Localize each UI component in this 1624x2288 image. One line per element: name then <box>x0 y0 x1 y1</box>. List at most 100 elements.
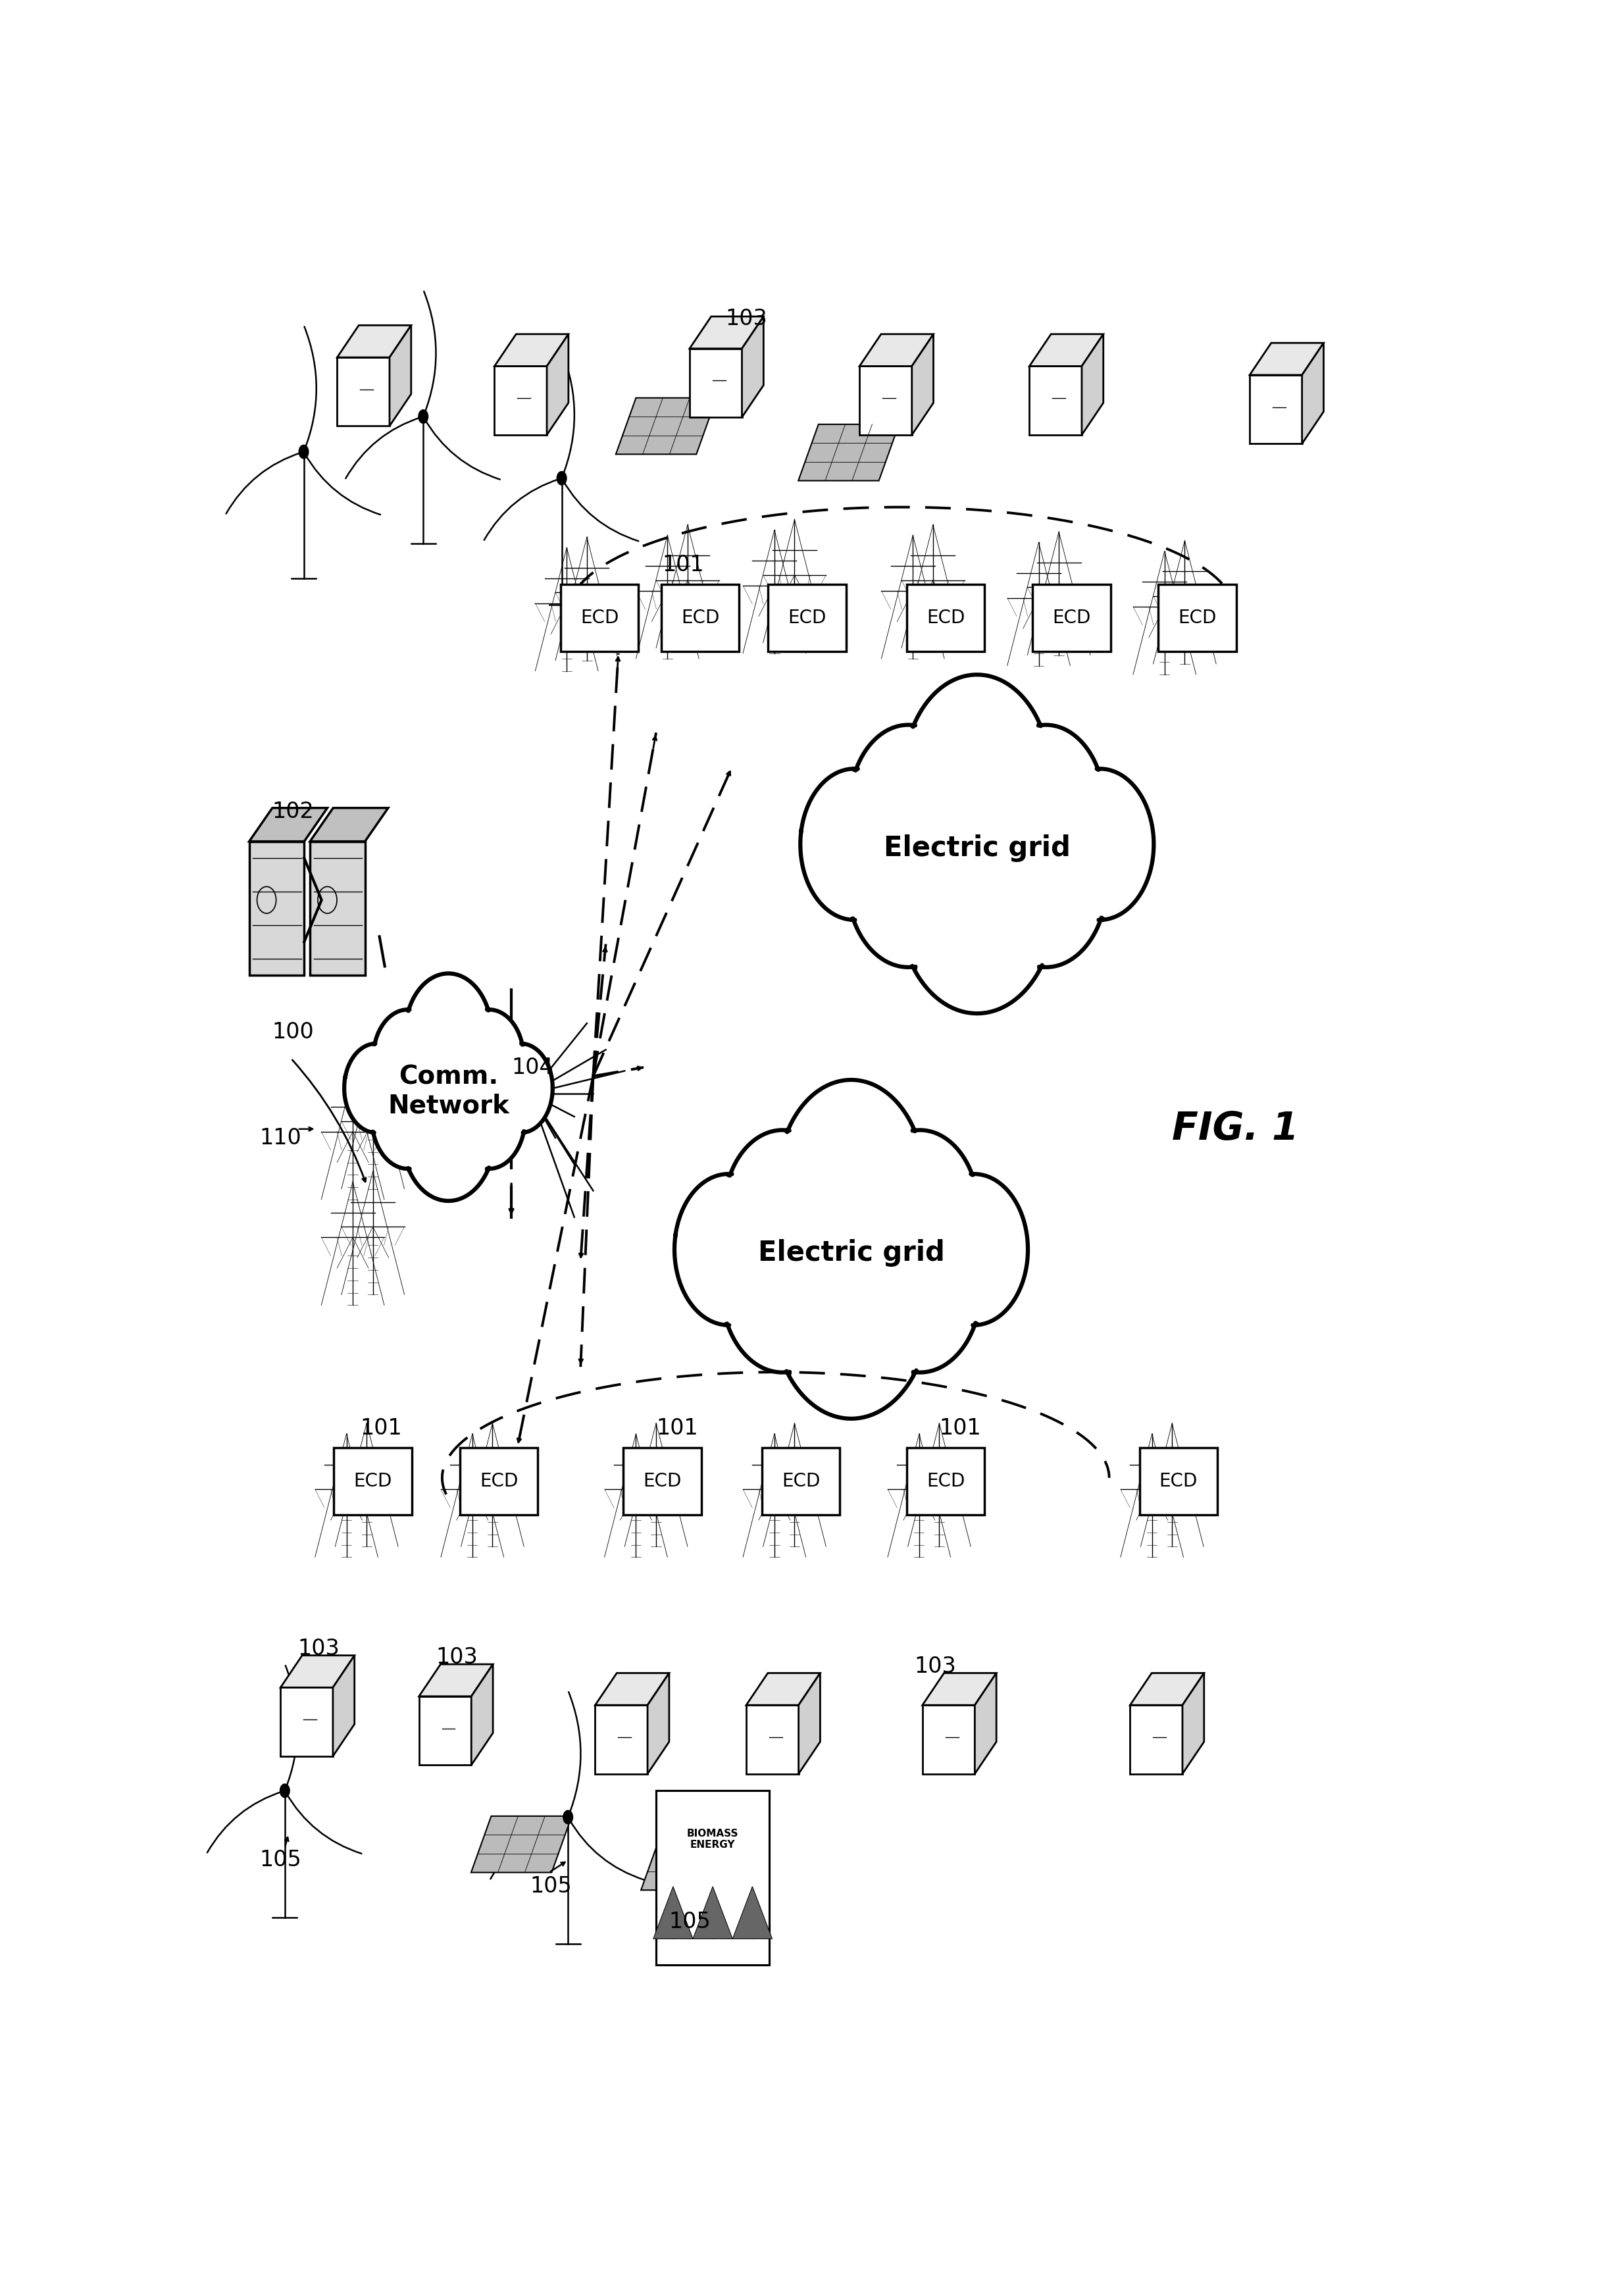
Polygon shape <box>310 842 365 975</box>
Circle shape <box>299 446 309 458</box>
Polygon shape <box>338 325 411 357</box>
Text: 100: 100 <box>273 1020 313 1043</box>
Circle shape <box>903 675 1051 881</box>
Text: ECD: ECD <box>781 1471 820 1489</box>
Polygon shape <box>745 1673 820 1705</box>
Circle shape <box>919 1174 1028 1325</box>
Circle shape <box>674 1174 783 1325</box>
Circle shape <box>898 794 1056 1014</box>
Polygon shape <box>1182 1673 1203 1773</box>
Polygon shape <box>281 1657 354 1689</box>
Circle shape <box>849 725 968 890</box>
Circle shape <box>344 1043 408 1133</box>
Circle shape <box>861 1130 979 1295</box>
Polygon shape <box>693 1888 732 1938</box>
Polygon shape <box>333 1657 354 1757</box>
Circle shape <box>419 410 429 423</box>
Circle shape <box>848 796 970 968</box>
Text: Electric grid: Electric grid <box>758 1240 945 1268</box>
Polygon shape <box>390 325 411 426</box>
Polygon shape <box>1030 334 1103 366</box>
Circle shape <box>489 1043 552 1133</box>
Text: 103: 103 <box>435 1647 477 1668</box>
Polygon shape <box>615 398 716 455</box>
Text: 105: 105 <box>260 1849 302 1872</box>
Polygon shape <box>547 334 568 435</box>
Bar <box>768 586 846 652</box>
Polygon shape <box>1030 366 1082 435</box>
Bar <box>460 1448 538 1515</box>
Polygon shape <box>1249 375 1302 444</box>
Text: BIOMASS
ENERGY: BIOMASS ENERGY <box>687 1828 739 1851</box>
Circle shape <box>724 1130 841 1295</box>
Polygon shape <box>338 357 390 426</box>
Circle shape <box>987 725 1104 890</box>
Polygon shape <box>641 1833 742 1890</box>
Polygon shape <box>310 808 388 842</box>
Text: 105: 105 <box>669 1910 711 1933</box>
Polygon shape <box>1130 1705 1182 1773</box>
Text: ECD: ECD <box>926 609 965 627</box>
Circle shape <box>557 471 567 485</box>
Polygon shape <box>690 316 763 348</box>
Text: 110: 110 <box>260 1128 302 1149</box>
Bar <box>1033 586 1111 652</box>
Text: ECD: ECD <box>926 1471 965 1489</box>
Bar <box>762 1448 840 1515</box>
Bar <box>906 586 984 652</box>
Circle shape <box>453 1068 525 1169</box>
Polygon shape <box>471 1663 494 1764</box>
Bar <box>906 1448 984 1515</box>
Polygon shape <box>674 1080 1028 1419</box>
Text: ECD: ECD <box>354 1471 391 1489</box>
Circle shape <box>721 1201 844 1373</box>
Polygon shape <box>1082 334 1103 435</box>
Text: 103: 103 <box>726 309 767 329</box>
Circle shape <box>801 769 908 920</box>
Bar <box>656 1792 770 1965</box>
Polygon shape <box>974 1673 997 1773</box>
Bar <box>1140 1448 1218 1515</box>
Polygon shape <box>594 1705 648 1773</box>
Text: ECD: ECD <box>479 1471 518 1489</box>
Polygon shape <box>1249 343 1324 375</box>
Circle shape <box>1046 769 1153 920</box>
Circle shape <box>778 1080 924 1286</box>
Text: 102: 102 <box>273 801 315 824</box>
Text: ECD: ECD <box>1160 1471 1197 1489</box>
Polygon shape <box>494 334 568 366</box>
Text: 103: 103 <box>914 1657 957 1677</box>
Text: 101: 101 <box>656 1419 698 1439</box>
Circle shape <box>773 1199 929 1419</box>
Text: ECD: ECD <box>580 609 619 627</box>
Text: ECD: ECD <box>1177 609 1216 627</box>
Polygon shape <box>1302 343 1324 444</box>
Polygon shape <box>732 1888 771 1938</box>
Polygon shape <box>648 1673 669 1773</box>
Circle shape <box>984 796 1108 968</box>
Text: ECD: ECD <box>788 609 827 627</box>
Circle shape <box>279 1785 289 1798</box>
Polygon shape <box>248 842 304 975</box>
Text: Comm.
Network: Comm. Network <box>388 1064 510 1119</box>
Polygon shape <box>653 1888 693 1938</box>
Polygon shape <box>745 1705 799 1773</box>
Polygon shape <box>799 1673 820 1773</box>
Text: ECD: ECD <box>643 1471 682 1489</box>
Polygon shape <box>281 1689 333 1757</box>
Text: 105: 105 <box>529 1876 572 1897</box>
Polygon shape <box>799 423 900 480</box>
Text: 103: 103 <box>297 1638 339 1659</box>
Polygon shape <box>922 1673 997 1705</box>
Polygon shape <box>344 972 552 1201</box>
Circle shape <box>455 1009 523 1107</box>
Polygon shape <box>859 366 911 435</box>
Circle shape <box>564 1810 573 1824</box>
Text: 104: 104 <box>512 1057 554 1078</box>
Polygon shape <box>690 348 742 416</box>
Polygon shape <box>859 334 934 366</box>
Polygon shape <box>742 316 763 416</box>
Polygon shape <box>1130 1673 1203 1705</box>
Bar <box>661 586 739 652</box>
Circle shape <box>859 1201 981 1373</box>
